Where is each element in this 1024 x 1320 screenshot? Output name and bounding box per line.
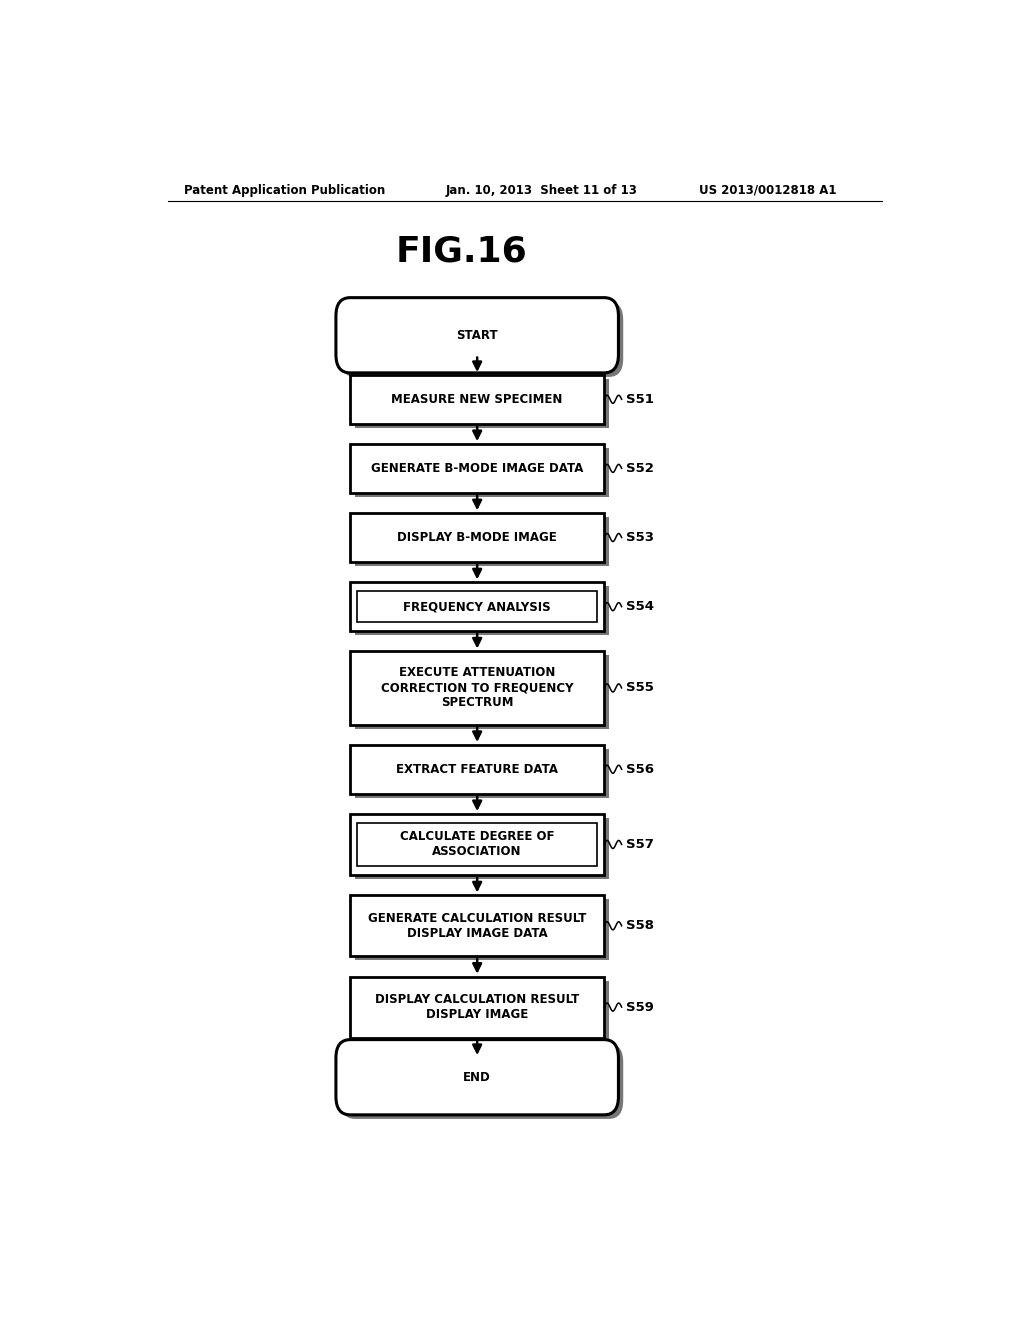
FancyBboxPatch shape [336, 1040, 618, 1115]
Bar [350, 651, 604, 725]
Text: EXECUTE ATTENUATION
CORRECTION TO FREQUENCY
SPECTRUM: EXECUTE ATTENUATION CORRECTION TO FREQUE… [381, 667, 573, 709]
Text: Jan. 10, 2013  Sheet 11 of 13: Jan. 10, 2013 Sheet 11 of 13 [445, 183, 637, 197]
Bar [350, 513, 604, 562]
Bar [350, 582, 604, 631]
Bar [355, 981, 609, 1041]
Text: S54: S54 [626, 601, 653, 612]
Text: S51: S51 [626, 393, 653, 405]
Text: DISPLAY CALCULATION RESULT
DISPLAY IMAGE: DISPLAY CALCULATION RESULT DISPLAY IMAGE [375, 993, 580, 1022]
Text: END: END [463, 1071, 492, 1084]
Bar [350, 977, 604, 1038]
Text: MEASURE NEW SPECIMEN: MEASURE NEW SPECIMEN [391, 393, 563, 405]
Bar [355, 586, 609, 635]
Bar [355, 379, 609, 428]
Bar [355, 517, 609, 566]
Text: Patent Application Publication: Patent Application Publication [183, 183, 385, 197]
Text: S59: S59 [626, 1001, 653, 1014]
Text: US 2013/0012818 A1: US 2013/0012818 A1 [699, 183, 837, 197]
Text: S56: S56 [626, 763, 653, 776]
Text: FREQUENCY ANALYSIS: FREQUENCY ANALYSIS [403, 601, 551, 612]
Text: S55: S55 [626, 681, 653, 694]
Text: DISPLAY B-MODE IMAGE: DISPLAY B-MODE IMAGE [397, 531, 557, 544]
Text: START: START [457, 329, 498, 342]
Text: S58: S58 [626, 919, 653, 932]
Text: S52: S52 [626, 462, 653, 475]
FancyBboxPatch shape [336, 297, 618, 372]
Bar [357, 824, 597, 866]
Bar [350, 444, 604, 492]
Bar [350, 895, 604, 956]
Bar [357, 591, 597, 622]
Text: GENERATE CALCULATION RESULT
DISPLAY IMAGE DATA: GENERATE CALCULATION RESULT DISPLAY IMAG… [368, 912, 587, 940]
Text: S53: S53 [626, 531, 653, 544]
Text: EXTRACT FEATURE DATA: EXTRACT FEATURE DATA [396, 763, 558, 776]
FancyBboxPatch shape [341, 302, 624, 378]
Text: CALCULATE DEGREE OF
ASSOCIATION: CALCULATE DEGREE OF ASSOCIATION [400, 830, 554, 858]
Bar [355, 447, 609, 496]
Bar [355, 818, 609, 879]
Bar [355, 656, 609, 729]
Bar [350, 375, 604, 424]
Bar [350, 814, 604, 875]
Text: S57: S57 [626, 838, 653, 851]
Bar [355, 748, 609, 797]
Bar [355, 899, 609, 961]
Text: FIG.16: FIG.16 [395, 235, 527, 269]
Text: GENERATE B-MODE IMAGE DATA: GENERATE B-MODE IMAGE DATA [371, 462, 584, 475]
FancyBboxPatch shape [341, 1044, 624, 1119]
Bar [350, 744, 604, 793]
